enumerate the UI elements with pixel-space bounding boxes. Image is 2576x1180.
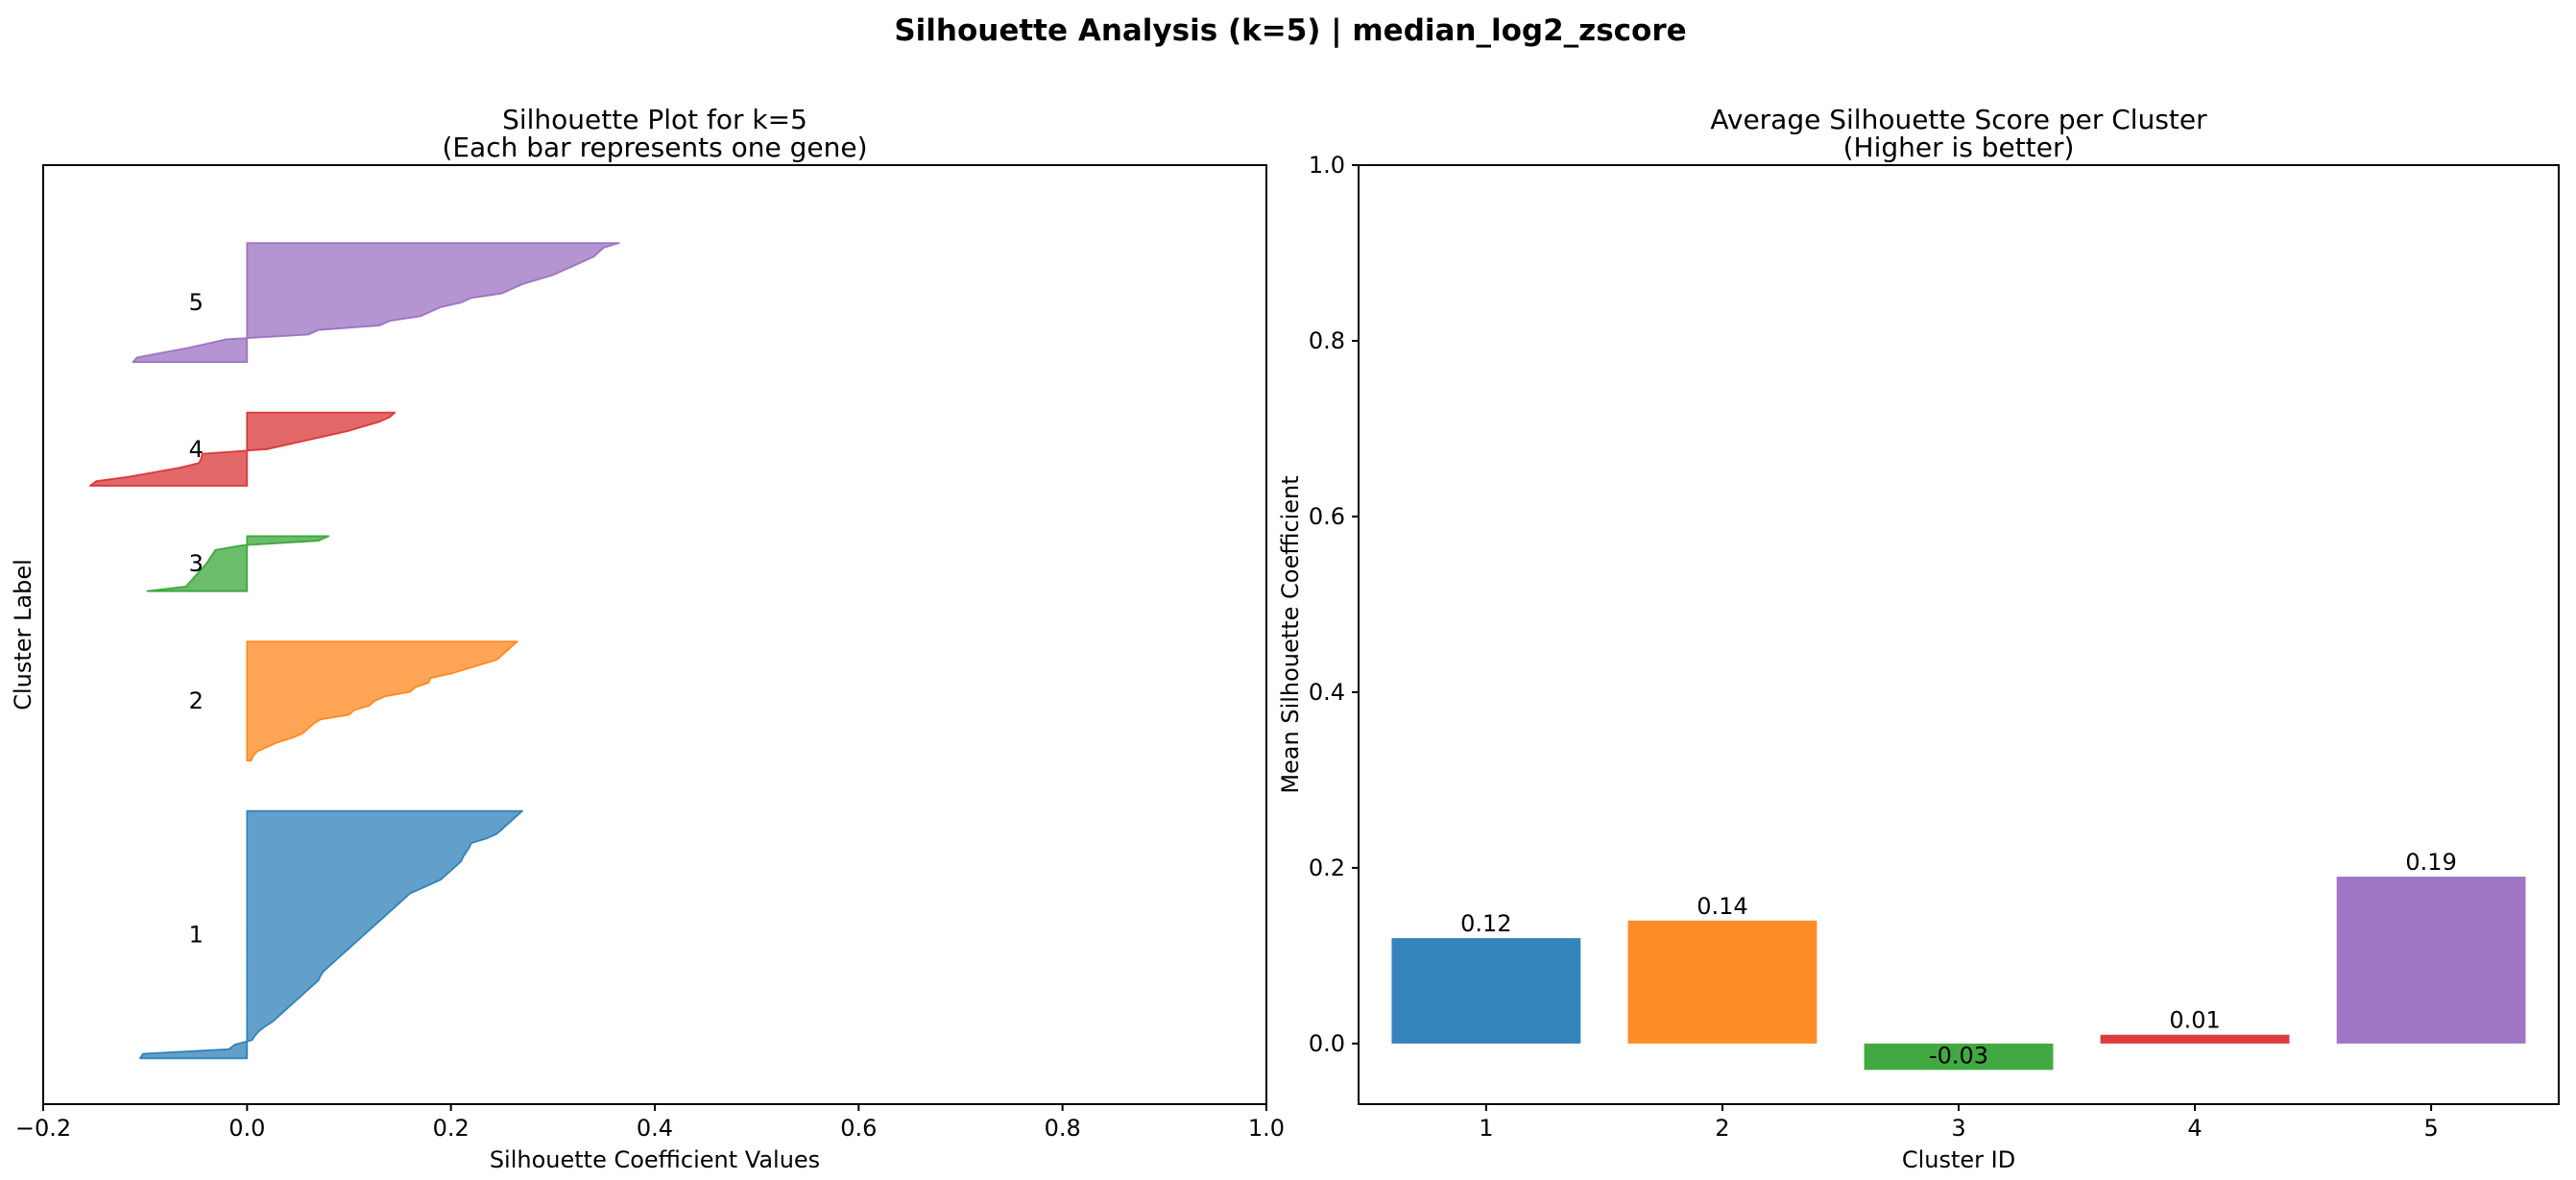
x-tick-label: 0.6: [840, 1115, 877, 1142]
x-tick-label: 2: [1715, 1115, 1729, 1142]
bar-value-label: 0.14: [1697, 893, 1747, 920]
silhouette-plot: Silhouette Plot for k=5 (Each bar repres…: [10, 104, 1285, 1173]
left-axes-frame: [42, 164, 1267, 1105]
cluster-id-label: 3: [189, 550, 204, 577]
y-tick-label: 0.2: [1309, 855, 1345, 881]
left-plot-subtitle: (Each bar represents one gene): [442, 132, 867, 163]
right-plot-area: 0.0 0.2 0.4 0.6 0.8 1.0 1 0.12 2 0.14 3 -0.03 4 0.01 5…: [1309, 152, 2526, 1142]
x-tick-label: 5: [2423, 1115, 2438, 1142]
x-tick-label: 3: [1951, 1115, 1965, 1142]
silhouette-shape-cluster-2: [246, 640, 518, 762]
bar-value-label: 0.01: [2169, 1007, 2220, 1034]
silhouette-shape-cluster-4: [88, 411, 397, 487]
x-tick-label: 1.0: [1248, 1115, 1285, 1142]
x-tick-label: −0.2: [15, 1115, 71, 1142]
right-axes-frame: [1358, 164, 2560, 1105]
bar-cluster-2: [1627, 920, 1818, 1044]
bar-value-label: 0.19: [2405, 849, 2456, 876]
right-plot-subtitle: (Higher is better): [1843, 132, 2075, 163]
cluster-id-label: 4: [189, 436, 204, 463]
y-tick-label: 0.6: [1309, 503, 1345, 530]
left-plot-title: Silhouette Plot for k=5: [502, 104, 807, 135]
x-tick-label: 1: [1479, 1115, 1493, 1142]
bar-value-label: -0.03: [1929, 1042, 1988, 1069]
y-tick-label: 0.8: [1309, 327, 1345, 354]
bar-value-label: 0.12: [1460, 910, 1511, 937]
right-plot-title: Average Silhouette Score per Cluster: [1710, 104, 2207, 135]
bar-cluster-3: [1864, 1043, 2054, 1071]
average-silhouette-bar-chart: Average Silhouette Score per Cluster (Hi…: [1277, 104, 2560, 1173]
cluster-id-label: 1: [189, 921, 204, 948]
y-tick-label: 1.0: [1309, 152, 1345, 179]
left-plot-area: −0.2 0.0 0.2 0.4 0.6 0.8 1.0 1 2 3 4 5: [15, 242, 1285, 1142]
figure-title: Silhouette Analysis (k=5) | median_log2_…: [894, 13, 1686, 48]
silhouette-shape-cluster-5: [132, 242, 620, 363]
bar-cluster-5: [2336, 877, 2526, 1044]
x-tick-label: 0.4: [637, 1115, 673, 1142]
bar-cluster-1: [1391, 938, 1581, 1044]
x-tick-label: 4: [2187, 1115, 2202, 1142]
right-y-axis-label: Mean Silhouette Coefficient: [1277, 475, 1304, 793]
cluster-id-label: 2: [189, 687, 204, 714]
bar-cluster-4: [2100, 1034, 2290, 1044]
silhouette-shape-cluster-1: [139, 809, 523, 1060]
silhouette-shape-cluster-3: [146, 535, 330, 592]
y-tick-label: 0.4: [1309, 679, 1345, 706]
right-x-axis-label: Cluster ID: [1902, 1146, 2015, 1173]
y-tick-label: 0.0: [1309, 1030, 1345, 1057]
cluster-id-label: 5: [189, 289, 204, 316]
left-x-axis-label: Silhouette Coefficient Values: [490, 1146, 820, 1173]
x-tick-label: 0.8: [1045, 1115, 1081, 1142]
left-y-axis-label: Cluster Label: [10, 559, 36, 710]
x-tick-label: 0.0: [229, 1115, 265, 1142]
x-tick-label: 0.2: [433, 1115, 469, 1142]
